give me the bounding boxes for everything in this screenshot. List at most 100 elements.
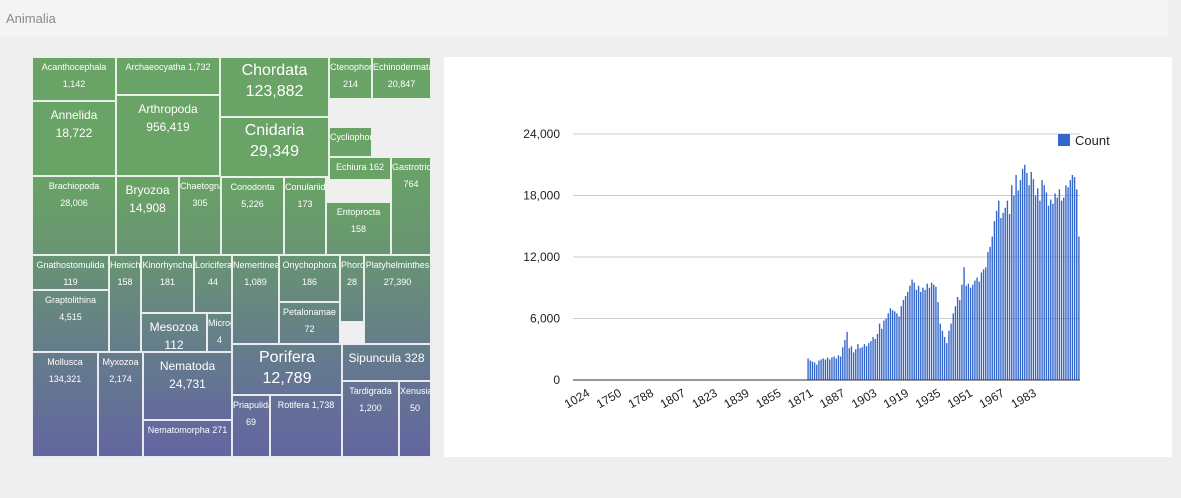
bar[interactable] (950, 323, 952, 380)
bar[interactable] (822, 358, 824, 380)
bar[interactable] (976, 277, 978, 381)
bar[interactable] (1043, 185, 1045, 380)
treemap-tile-loricifera[interactable]: Loricifera 44 (194, 255, 232, 313)
treemap-tile-arthropoda[interactable]: Arthropoda 956,419 (116, 95, 220, 176)
bar[interactable] (1056, 197, 1058, 380)
treemap-tile-brachiopoda[interactable]: Brachiopoda 28,006 (32, 176, 116, 255)
bar[interactable] (859, 348, 861, 380)
bar[interactable] (1050, 199, 1052, 380)
bar[interactable] (865, 346, 868, 380)
bar[interactable] (998, 200, 1000, 380)
treemap-tile-gastrotricha[interactable]: Gastrotricha 764 (391, 157, 431, 255)
bar[interactable] (935, 286, 937, 380)
bar[interactable] (818, 360, 820, 380)
treemap-tile-porifera[interactable]: Porifera 12,789 (232, 344, 342, 395)
bar[interactable] (850, 346, 853, 380)
bar[interactable] (993, 221, 996, 380)
bar[interactable] (1047, 205, 1050, 380)
treemap-tile-micrognathozoa[interactable]: Micrognathozoa 4 (207, 313, 232, 352)
treemap-tile-echinodermata[interactable]: Echinodermata 20,847 (372, 57, 431, 99)
treemap-tile-conulariida[interactable]: Conulariida 173 (284, 177, 326, 255)
bar[interactable] (920, 291, 922, 380)
bar[interactable] (887, 313, 889, 380)
bar[interactable] (889, 308, 892, 380)
treemap-tile-petalonamae[interactable]: Petalonamae 72 (279, 302, 340, 344)
bar[interactable] (972, 284, 974, 380)
bar[interactable] (1026, 172, 1028, 380)
bar[interactable] (863, 344, 866, 380)
bar[interactable] (1039, 200, 1041, 380)
treemap-tile-cycliophora[interactable]: Cycliophora (329, 127, 372, 157)
bar[interactable] (989, 246, 991, 380)
bar[interactable] (820, 359, 822, 381)
bar[interactable] (1032, 179, 1035, 380)
bar[interactable] (1004, 207, 1006, 380)
bar[interactable] (1013, 195, 1015, 381)
bar[interactable] (881, 328, 883, 380)
treemap-tile-phoronida[interactable]: Phoronida 28 (340, 255, 364, 322)
treemap-tile-hemichordata[interactable]: Hemichordata 158 (109, 255, 141, 352)
bar[interactable] (826, 357, 829, 380)
bar[interactable] (846, 331, 848, 380)
treemap-tile-onychophora[interactable]: Onychophora 186 (279, 255, 340, 302)
treemap-tile-nematoda[interactable]: Nematoda 24,731 (143, 352, 232, 420)
bar[interactable] (855, 349, 857, 380)
treemap-tile-nemertinea[interactable]: Nemertinea 1,089 (232, 255, 279, 344)
treemap-tile-graptolithina[interactable]: Graptolithina 4,515 (32, 290, 109, 352)
bar[interactable] (857, 344, 859, 380)
bar[interactable] (1060, 200, 1063, 380)
bar[interactable] (848, 348, 850, 380)
bar[interactable] (1054, 193, 1056, 380)
bar[interactable] (1073, 177, 1076, 380)
treemap-tile-cnidaria[interactable]: Cnidaria 29,349 (220, 117, 329, 177)
bar[interactable] (961, 284, 963, 380)
bar[interactable] (1015, 175, 1017, 380)
bar[interactable] (816, 364, 818, 380)
bar[interactable] (1000, 218, 1002, 380)
treemap-tile-mollusca[interactable]: Mollusca 134,321 (32, 352, 98, 457)
bar[interactable] (1017, 190, 1019, 380)
bar[interactable] (837, 355, 840, 380)
bar[interactable] (922, 287, 924, 380)
bar[interactable] (969, 287, 972, 380)
bar[interactable] (1078, 236, 1080, 381)
bar[interactable] (1021, 168, 1024, 380)
bar[interactable] (1067, 187, 1069, 380)
bar[interactable] (991, 236, 993, 381)
bar[interactable] (909, 285, 911, 380)
bar[interactable] (930, 282, 933, 380)
bar[interactable] (824, 359, 827, 381)
bar[interactable] (885, 318, 887, 381)
treemap-tile-annelida[interactable]: Annelida 18,722 (32, 101, 116, 176)
bar[interactable] (870, 341, 872, 380)
bar[interactable] (915, 289, 918, 380)
bar[interactable] (1065, 185, 1067, 380)
bar[interactable] (911, 279, 913, 380)
bar[interactable] (959, 300, 961, 380)
bar[interactable] (878, 323, 881, 380)
bar[interactable] (937, 302, 939, 380)
bar[interactable] (1076, 189, 1078, 380)
bar[interactable] (839, 356, 842, 380)
bar[interactable] (943, 336, 946, 380)
bar[interactable] (913, 282, 915, 380)
bar[interactable] (876, 333, 879, 380)
treemap-tile-chordata[interactable]: Chordata 123,882 (220, 57, 329, 117)
bar[interactable] (917, 285, 920, 380)
bar[interactable] (926, 283, 928, 380)
bar[interactable] (1052, 203, 1054, 380)
bar[interactable] (872, 336, 874, 380)
bar[interactable] (902, 300, 905, 380)
bar[interactable] (995, 210, 998, 380)
treemap-tile-ctenophora[interactable]: Ctenophora 214 (329, 57, 372, 99)
treemap-tile-conodonta[interactable]: Conodonta 5,226 (221, 177, 284, 255)
bar[interactable] (891, 310, 894, 380)
treemap-tile-acanthocephala[interactable]: Acanthocephala 1,142 (32, 57, 116, 101)
bar[interactable] (924, 289, 926, 380)
bar[interactable] (835, 358, 837, 380)
treemap-tile-sipuncula[interactable]: Sipuncula 328 (342, 344, 431, 381)
bar[interactable] (1024, 164, 1026, 380)
bar[interactable] (946, 343, 948, 380)
bar[interactable] (907, 291, 909, 380)
bar[interactable] (933, 284, 935, 380)
